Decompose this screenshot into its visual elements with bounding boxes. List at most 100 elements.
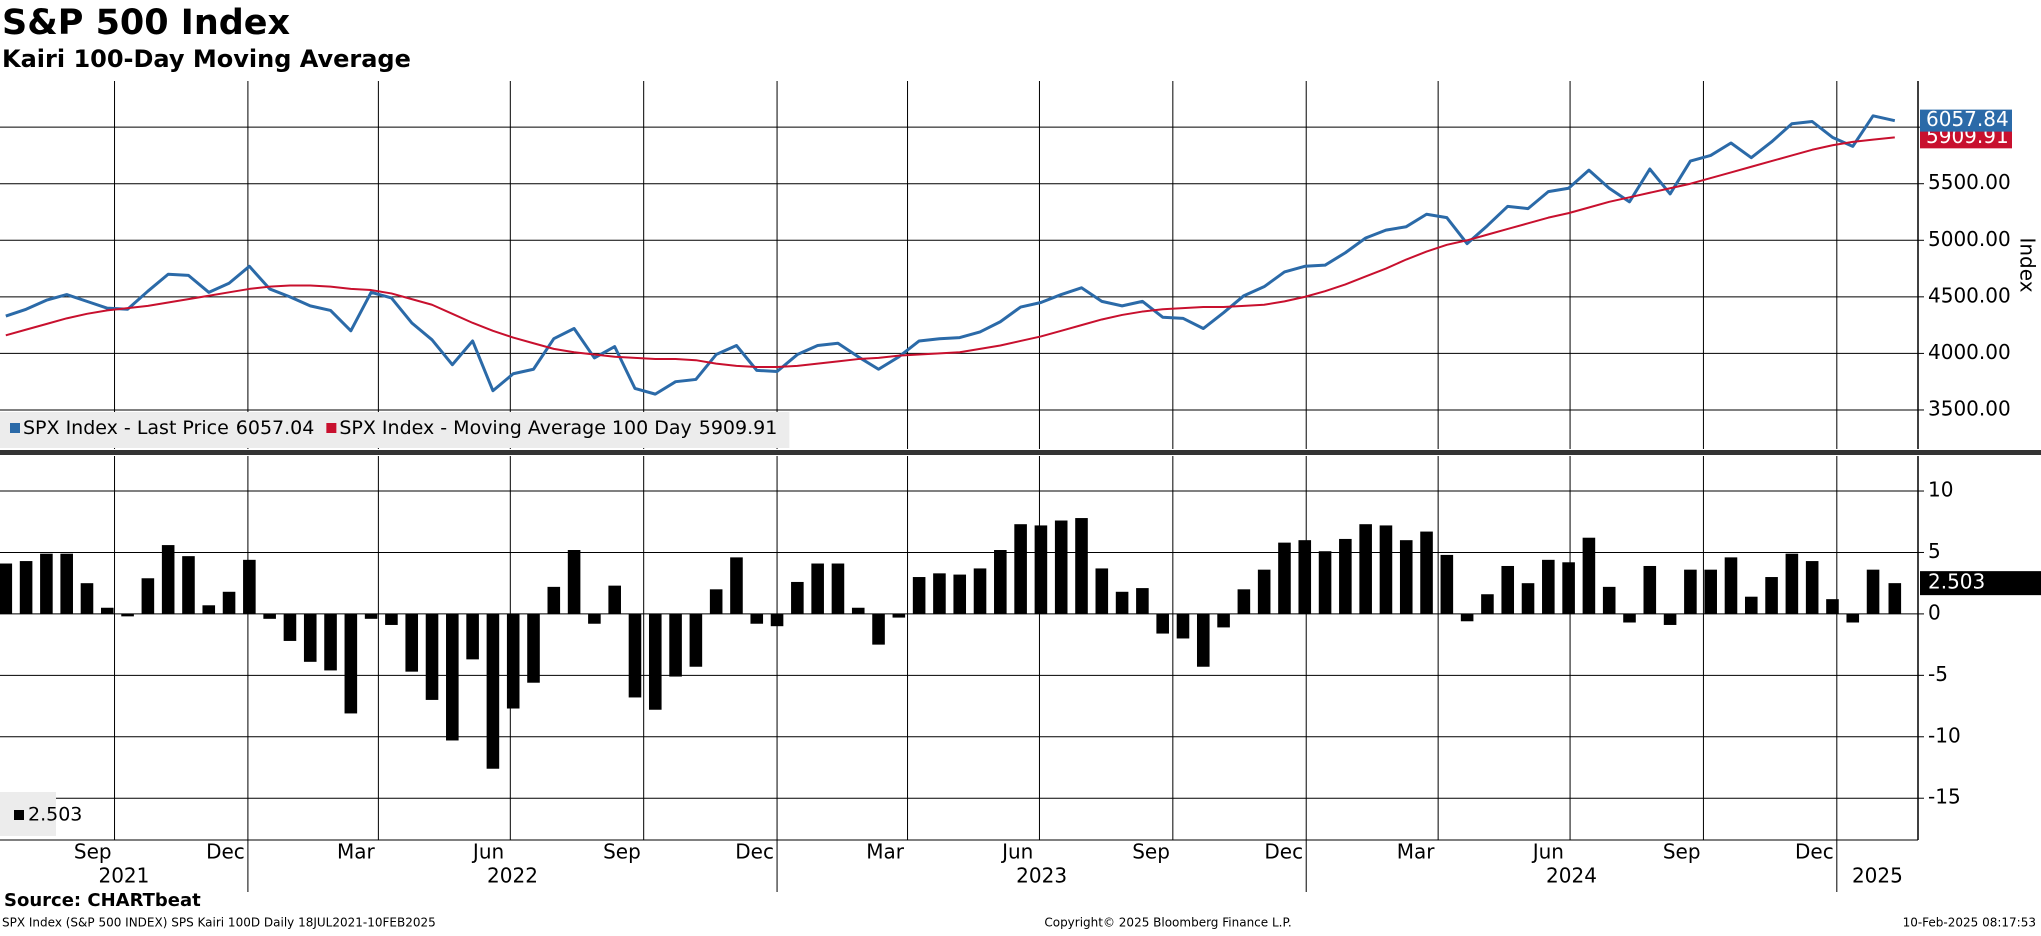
bar xyxy=(222,591,236,614)
bar xyxy=(1501,565,1515,614)
legend-background xyxy=(0,792,56,836)
bar xyxy=(1379,525,1393,614)
bar xyxy=(1196,613,1210,667)
bar xyxy=(1744,596,1758,614)
y-tick-label: -5 xyxy=(1928,662,1948,686)
value-tag xyxy=(1920,571,2041,596)
bar xyxy=(1785,553,1799,614)
bar xyxy=(60,553,73,614)
bar xyxy=(648,613,662,710)
bar xyxy=(1156,613,1169,634)
bar xyxy=(506,613,520,709)
x-tick-label: Dec xyxy=(1264,840,1303,864)
x-tick-label: Mar xyxy=(866,840,905,864)
bar xyxy=(1643,565,1657,614)
year-label: 2023 xyxy=(1016,864,1067,888)
bar xyxy=(405,613,419,672)
bar xyxy=(1095,568,1109,614)
bar xyxy=(1562,562,1575,614)
bar xyxy=(912,577,926,614)
year-label: 2021 xyxy=(98,864,149,888)
bar xyxy=(953,574,967,614)
bar xyxy=(608,585,621,614)
chart-title: S&P 500 Index xyxy=(2,3,291,43)
bar xyxy=(1075,518,1088,614)
bar xyxy=(851,607,865,614)
bar xyxy=(1318,551,1332,614)
value-tag xyxy=(1920,126,2012,149)
y-tick-label: 0 xyxy=(1928,600,1941,624)
value-tag xyxy=(1920,109,2012,132)
bar xyxy=(750,613,764,624)
bar xyxy=(1542,559,1555,614)
copyright: Copyright© 2025 Bloomberg Finance L.P. xyxy=(1044,916,1291,930)
legend-swatch xyxy=(10,423,20,433)
y-tick-label: 3500.00 xyxy=(1928,396,2011,420)
legend-swatch xyxy=(326,423,337,433)
bar xyxy=(1278,542,1291,614)
y-tick-label: -10 xyxy=(1928,723,1961,747)
bar xyxy=(1257,569,1271,614)
x-tick-label: Dec xyxy=(206,840,245,864)
year-label: 2024 xyxy=(1546,864,1597,888)
y-tick-label: 5500.00 xyxy=(1928,170,2011,194)
y-tick-label: -15 xyxy=(1928,785,1961,809)
value-tag-label: 6057.84 xyxy=(1926,107,2009,131)
bar xyxy=(303,613,317,662)
legend-name: SPX Index - Last Price xyxy=(23,417,229,439)
bar xyxy=(1420,531,1433,614)
bar xyxy=(1176,613,1190,639)
bar xyxy=(100,607,114,614)
bar xyxy=(811,563,824,614)
bar xyxy=(1704,569,1717,614)
y-tick-label: 4500.00 xyxy=(1928,283,2011,307)
bar xyxy=(1888,583,1902,614)
bar xyxy=(872,613,885,645)
bar xyxy=(1054,520,1068,614)
x-tick-label: Sep xyxy=(1132,840,1170,864)
bar xyxy=(263,613,276,619)
bar xyxy=(1846,613,1860,623)
legend-name: SPX Index - Moving Average 100 Day xyxy=(339,417,691,439)
bar xyxy=(994,550,1007,614)
bar xyxy=(385,613,398,625)
bar xyxy=(161,545,175,614)
year-label: 2022 xyxy=(487,864,538,888)
bar xyxy=(1399,540,1413,614)
bar xyxy=(1805,561,1819,614)
bar xyxy=(1582,537,1596,614)
series-line xyxy=(5,114,1896,396)
bar xyxy=(1765,577,1778,614)
y-tick-label: 10 xyxy=(1928,478,1953,502)
bar xyxy=(121,613,134,617)
bar xyxy=(243,559,256,614)
bar xyxy=(933,573,946,614)
legend-label: 2.503 xyxy=(28,804,82,826)
bar xyxy=(1014,524,1027,614)
bar xyxy=(1339,538,1352,614)
bar xyxy=(283,613,297,641)
value-tag-label: 2.503 xyxy=(1928,570,1985,594)
legend-value: 6057.04 xyxy=(236,417,315,439)
bar xyxy=(669,613,682,677)
source: Source: CHARTbeat xyxy=(4,890,201,911)
legend: SPX Index - Last Price 6057.04 SPX Index -… xyxy=(0,412,790,448)
bar xyxy=(364,613,378,619)
year-label: 2025 xyxy=(1852,864,1903,888)
bar xyxy=(689,613,703,667)
bar xyxy=(770,613,784,627)
bar xyxy=(202,605,216,614)
bar xyxy=(973,568,987,614)
bar xyxy=(1359,524,1372,614)
legend-swatch xyxy=(14,810,24,820)
bar xyxy=(1623,613,1636,623)
x-tick-label: Jun xyxy=(471,840,504,864)
bar xyxy=(791,581,804,614)
x-tick-label: Jun xyxy=(1531,840,1564,864)
bar xyxy=(486,613,500,769)
footer-description: SPX Index (S&P 500 INDEX) SPS Kairi 100D… xyxy=(2,916,436,930)
bar xyxy=(344,613,358,714)
bar xyxy=(446,613,459,741)
